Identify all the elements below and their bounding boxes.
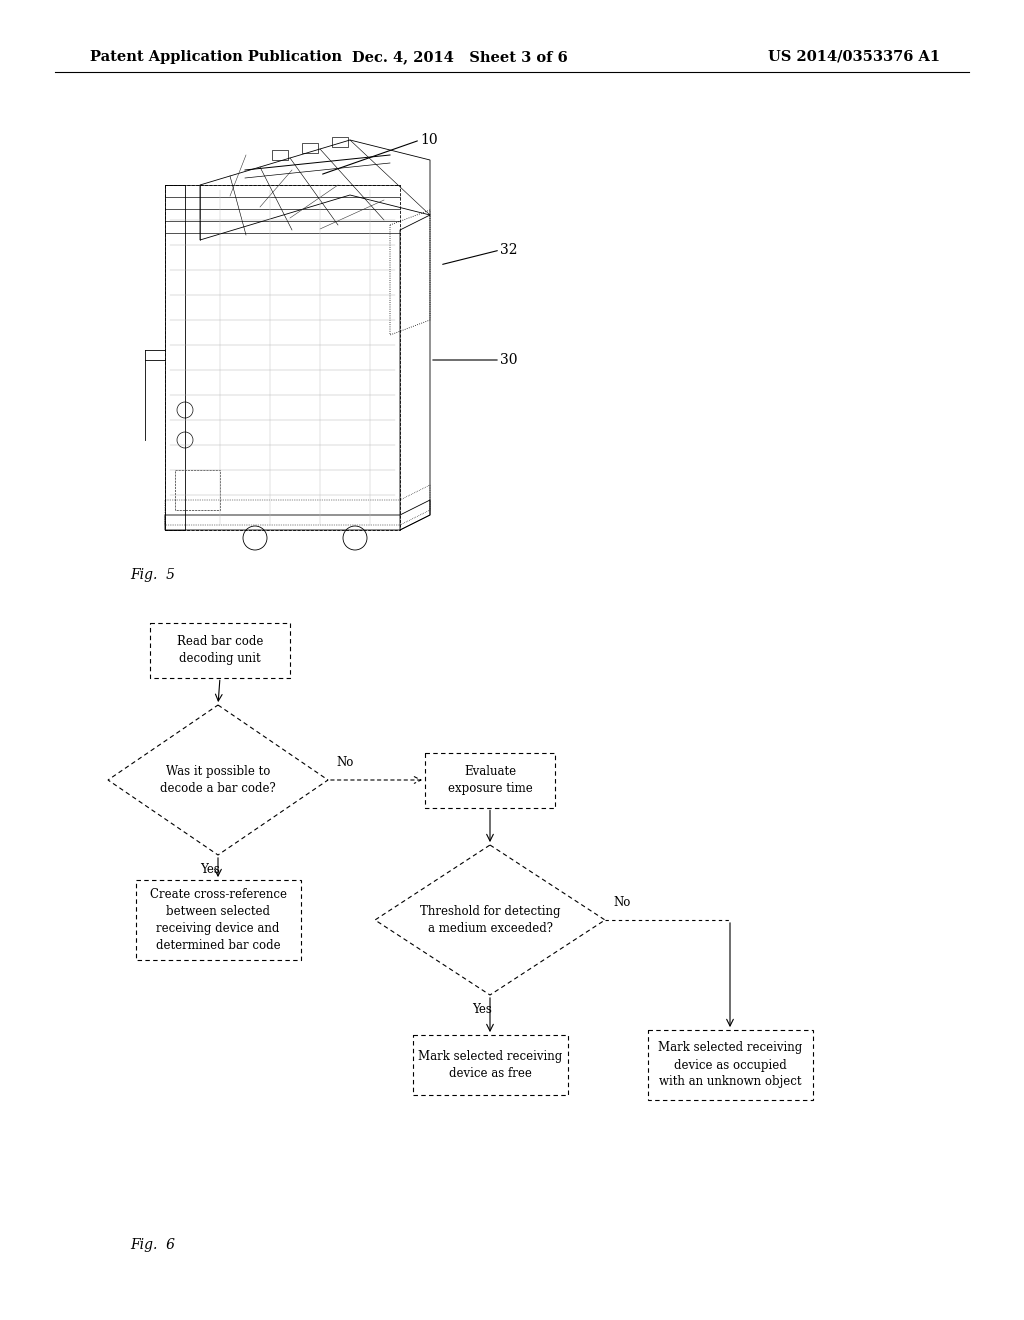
Text: Create cross-reference
between selected
receiving device and
determined bar code: Create cross-reference between selected … <box>150 888 287 952</box>
FancyBboxPatch shape <box>425 752 555 808</box>
Text: No: No <box>336 756 353 770</box>
Text: Read bar code
decoding unit: Read bar code decoding unit <box>177 635 263 665</box>
FancyBboxPatch shape <box>150 623 290 677</box>
Text: Evaluate
exposure time: Evaluate exposure time <box>447 766 532 795</box>
Text: 32: 32 <box>500 243 517 257</box>
FancyBboxPatch shape <box>135 880 300 960</box>
Text: Mark selected receiving
device as occupied
with an unknown object: Mark selected receiving device as occupi… <box>657 1041 802 1089</box>
Text: Dec. 4, 2014   Sheet 3 of 6: Dec. 4, 2014 Sheet 3 of 6 <box>352 50 568 63</box>
Text: US 2014/0353376 A1: US 2014/0353376 A1 <box>768 50 940 63</box>
FancyBboxPatch shape <box>413 1035 567 1096</box>
Text: 10: 10 <box>420 133 437 147</box>
Text: Fig.  6: Fig. 6 <box>130 1238 175 1251</box>
Text: Fig.  5: Fig. 5 <box>130 568 175 582</box>
Text: Was it possible to
decode a bar code?: Was it possible to decode a bar code? <box>160 766 275 795</box>
Text: No: No <box>613 896 631 909</box>
FancyBboxPatch shape <box>647 1030 812 1100</box>
Text: 30: 30 <box>500 352 517 367</box>
Text: Patent Application Publication: Patent Application Publication <box>90 50 342 63</box>
Text: Yes: Yes <box>472 1003 492 1016</box>
Text: Threshold for detecting
a medium exceeded?: Threshold for detecting a medium exceede… <box>420 906 560 935</box>
Polygon shape <box>108 705 328 855</box>
Text: Yes: Yes <box>200 863 220 876</box>
Text: Mark selected receiving
device as free: Mark selected receiving device as free <box>418 1049 562 1080</box>
Polygon shape <box>375 845 605 995</box>
